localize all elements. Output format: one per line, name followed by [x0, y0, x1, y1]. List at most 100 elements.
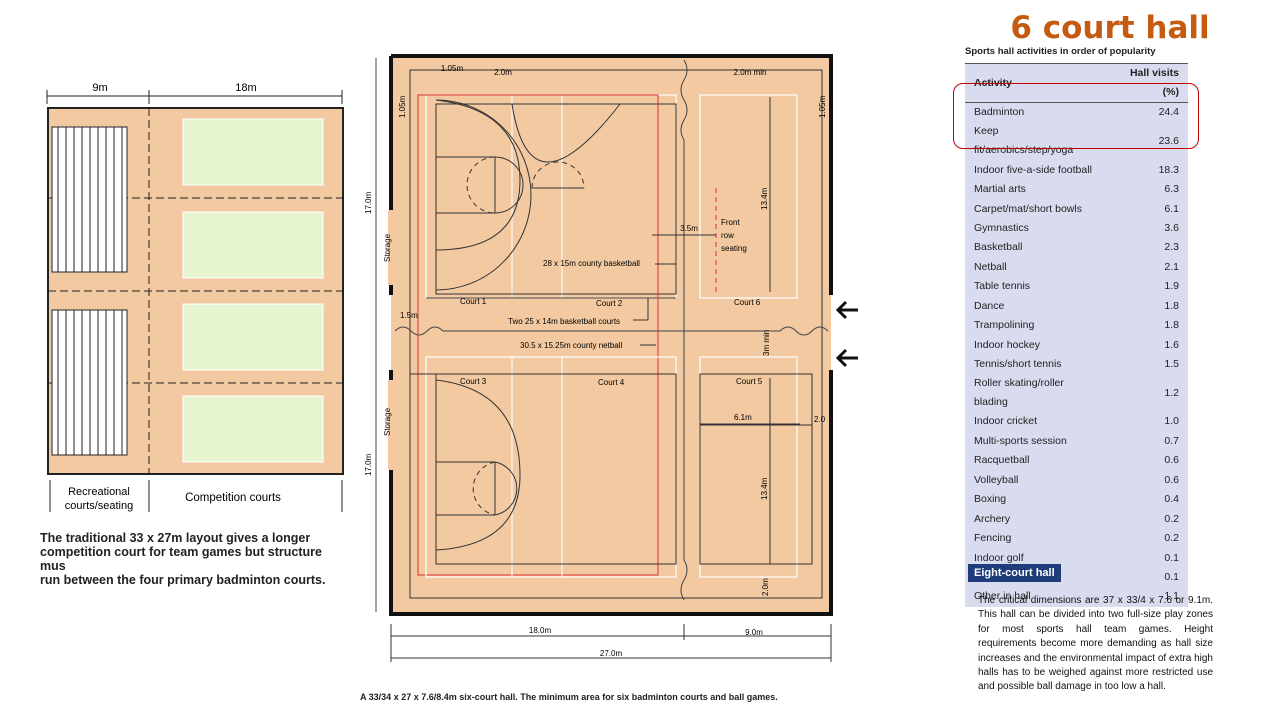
visits-cell: 6.3 [1164, 183, 1179, 196]
storage-lower: Storage [383, 407, 392, 436]
competition-court-4 [182, 395, 324, 463]
activity-cell: Multi-sports session [974, 434, 1067, 447]
visits-cell: 0.6 [1164, 473, 1179, 486]
dim-105-right: 1.05m [818, 95, 827, 118]
visits-cell: 24.4 [1158, 106, 1179, 119]
traditional-layout-diagram: 9m 18m Recreational courts/seating Compe… [46, 82, 344, 512]
table-row: Basketball 2.3 [965, 238, 1188, 257]
competition-court-3 [182, 303, 324, 371]
activity-cell: Indoor cricket [974, 415, 1038, 428]
dim-134-lower: 13.4m [760, 477, 769, 500]
eight-court-badge: Eight-court hall [968, 564, 1061, 582]
table-row: Volleyball 0.6 [965, 471, 1188, 490]
activity-cell: Indoor golf [974, 551, 1024, 564]
activity-table: Activity Hall visits (%) Badminton 24.4 K… [965, 63, 1188, 607]
arrow-left-icon [835, 300, 858, 320]
left-caption-line3: run between the four primary badminton c… [40, 573, 326, 587]
activity-cell: Tennis/short tennis [974, 358, 1062, 371]
table-row: Carpet/mat/short bowls 6.1 [965, 199, 1188, 218]
visits-cell: 1.9 [1164, 280, 1179, 293]
dim-15: 1.5m [400, 311, 418, 320]
visits-cell: 0.6 [1164, 454, 1179, 467]
activity-cell: Carpet/mat/short bowls [974, 202, 1082, 215]
visits-cell: 1.0 [1164, 415, 1179, 428]
eight-court-text: The critical dimensions are 37 x 33/4 x … [978, 595, 1213, 693]
dim-9m: 9m [92, 82, 107, 94]
table-row: Trampolining 1.8 [965, 316, 1188, 335]
activity-cell: Badminton [974, 106, 1025, 119]
visits-cell: 1.1 [1164, 590, 1179, 603]
dim-90: 9.0m [745, 628, 763, 637]
seating-block-upper [51, 126, 128, 273]
visits-cell: 18.3 [1158, 163, 1179, 176]
label-recreational: Recreational [68, 486, 130, 498]
table-row: Martial arts 6.3 [965, 180, 1188, 199]
front-row-2: row [721, 231, 734, 240]
court-1: Court 1 [460, 297, 487, 306]
table-row: Tennis/short tennis 1.5 [965, 355, 1188, 374]
visits-cell: 1.5 [1164, 358, 1179, 371]
table-row: Roller skating/roller blading 1.2 [965, 374, 1188, 412]
table-row: Indoor cricket 1.0 [965, 412, 1188, 431]
visits-cell: 1.6 [1164, 338, 1179, 351]
dim-20-right: 2.0 [814, 415, 826, 424]
table-row: Indoor hockey 1.6 [965, 335, 1188, 354]
activity-cell: Gymnastics [974, 221, 1029, 234]
left-caption-line2: competition court for team games but str… [40, 545, 322, 573]
court-6: Court 6 [734, 298, 761, 307]
activity-cell: Boxing [974, 493, 1007, 506]
seating-block-lower [51, 309, 128, 456]
arrow-left-icon [835, 348, 858, 368]
dim-105-left: 1.05m [398, 95, 407, 118]
table-row: Archery 0.2 [965, 509, 1188, 528]
dim-134-upper: 13.4m [760, 187, 769, 210]
activity-cell: Volleyball [974, 473, 1019, 486]
competition-court-1 [182, 118, 324, 186]
table-row: Gymnastics 3.6 [965, 219, 1188, 238]
table-row: Racquetball 0.6 [965, 451, 1188, 470]
visits-cell: 6.1 [1164, 202, 1179, 215]
table-row: Other in hall 1.1 [965, 587, 1188, 606]
court-3: Court 3 [460, 377, 487, 386]
left-caption: The traditional 33 x 27m layout gives a … [40, 531, 350, 587]
visits-cell: 1.8 [1164, 299, 1179, 312]
visits-cell: 3.6 [1164, 221, 1179, 234]
dim-35: 3.5m [680, 224, 698, 233]
storage-upper: Storage [383, 233, 392, 262]
activity-cell: Indoor hockey [974, 338, 1040, 351]
court-5: Court 5 [736, 377, 763, 386]
front-row-1: Front [721, 218, 740, 227]
top-three-highlight [953, 83, 1199, 149]
dim-18m: 18m [235, 82, 256, 94]
label-competition-courts: Competition courts [185, 492, 281, 504]
dim-20-min: 2.0m min [734, 68, 767, 77]
entrance-arrows [835, 300, 858, 368]
basketball-courts: Two 25 x 14m basketball courts [508, 317, 620, 326]
activity-cell: Trampolining [974, 319, 1035, 332]
activity-cell: Indoor five-a-side football [974, 163, 1092, 176]
left-caption-line1: The traditional 33 x 27m layout gives a … [40, 531, 311, 545]
table-row: Badminton 24.4 [965, 103, 1188, 123]
visits-cell: 0.2 [1164, 532, 1179, 545]
front-row-3: seating [721, 244, 747, 253]
county-basketball: 28 x 15m county basketball [543, 259, 640, 268]
table-row: Multi-sports session 0.7 [965, 432, 1188, 451]
table-row: Indoor golf 0.1 [965, 548, 1188, 567]
plan-floor [391, 56, 831, 614]
visits-cell: 0.4 [1164, 493, 1179, 506]
activity-cell: Keep fit/aerobics/step/yoga [974, 125, 1074, 157]
dim-20-bottom: 2.0m [761, 578, 770, 596]
table-row: Indoor five-a-side football 18.3 [965, 160, 1188, 179]
table-row: Fencing 0.2 [965, 529, 1188, 548]
visits-cell: 0.1 [1164, 551, 1179, 564]
activity-cell: Dance [974, 299, 1005, 312]
activity-cell: Racquetball [974, 454, 1030, 467]
table-title: Sports hall activities in order of popul… [965, 46, 1156, 57]
visits-cell: 0.2 [1164, 512, 1179, 525]
visits-cell: 1.2 [1164, 386, 1179, 399]
visits-cell: 23.6 [1158, 134, 1179, 147]
dim-170-lower: 17.0m [364, 453, 373, 476]
competition-court-2 [182, 211, 324, 279]
activity-cell: Archery [974, 512, 1011, 525]
visits-cell: 1.8 [1164, 319, 1179, 332]
